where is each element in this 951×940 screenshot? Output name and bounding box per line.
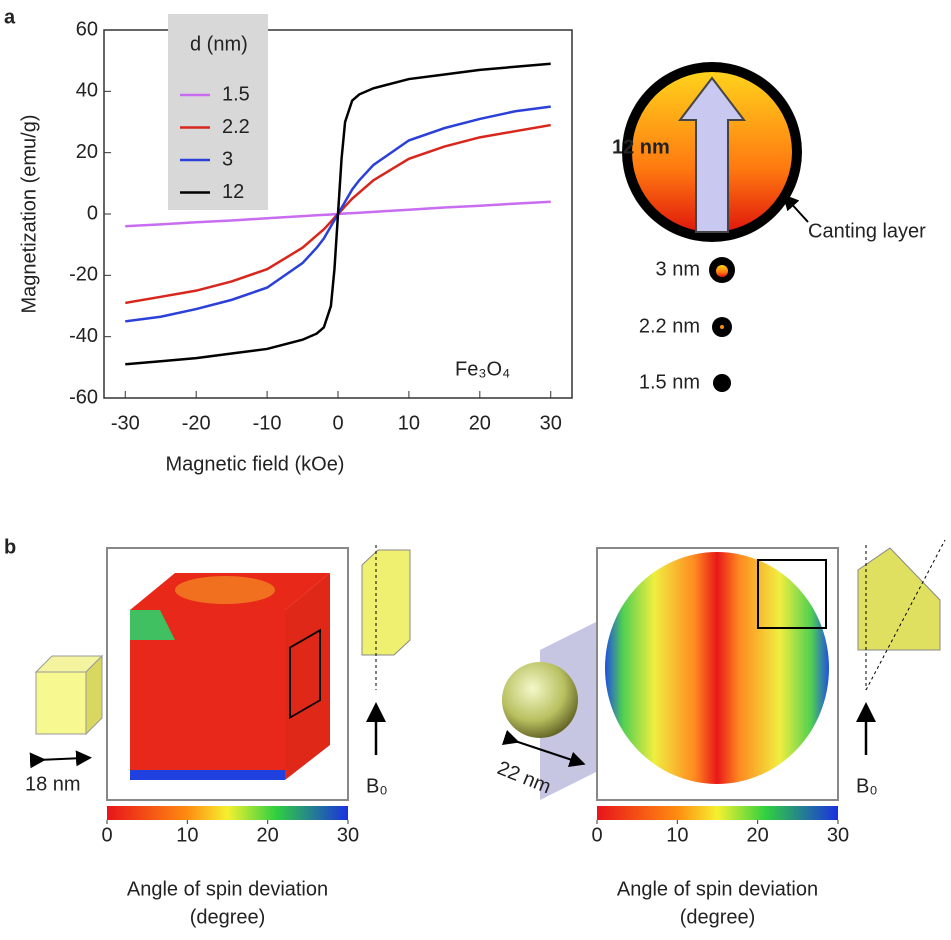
colorbar — [107, 806, 348, 820]
size-label: 3 nm — [656, 258, 700, 280]
legend-label: 3 — [222, 148, 233, 170]
y-tick-label: -20 — [69, 264, 98, 286]
x-tick-label: 0 — [332, 412, 343, 434]
x-tick-label: -20 — [182, 412, 211, 434]
figure: a b -30-20-100102030-60-40-200204060 d (… — [0, 0, 951, 935]
colorbar-label: Angle of spin deviation — [127, 878, 328, 900]
panel-label: b — [4, 536, 16, 558]
y-tick-label: -60 — [69, 386, 98, 408]
colorbar-tick-label: 0 — [101, 824, 112, 846]
legend-label: 2.2 — [222, 116, 250, 138]
field-label: B₀ — [366, 775, 388, 797]
sphere-simulation — [502, 540, 945, 800]
colorbar-tick-label: 20 — [257, 824, 279, 846]
size-label: 1.5 nm — [639, 371, 700, 393]
size-label: 2.2 nm — [639, 315, 700, 337]
x-tick-label: 30 — [540, 412, 562, 434]
panel-label: a — [4, 6, 16, 28]
x-axis-label: Magnetic field (kOe) — [166, 453, 345, 475]
colorbar-tick-label: 20 — [747, 824, 769, 846]
size-label: 18 nm — [25, 773, 81, 795]
annotation: Fe₃O₄ — [455, 358, 510, 380]
layer-label: Canting layer — [808, 220, 926, 242]
x-tick-label: -10 — [253, 412, 282, 434]
cube-simulation — [36, 545, 410, 800]
colorbar-tick-label: 10 — [176, 824, 198, 846]
legend-title: d (nm) — [190, 33, 248, 55]
y-tick-label: 40 — [76, 80, 98, 102]
colorbar — [597, 806, 838, 820]
y-tick-label: -40 — [69, 325, 98, 347]
size-label: 12 nm — [612, 136, 670, 158]
x-tick-label: 20 — [469, 412, 491, 434]
colorbar-tick-label: 30 — [827, 824, 849, 846]
y-axis-label: Magnetization (emu/g) — [18, 115, 40, 314]
colorbar-label: Angle of spin deviation — [617, 878, 818, 900]
particle-diagram — [622, 62, 808, 392]
field-label: B₀ — [856, 775, 878, 797]
y-tick-label: 0 — [87, 202, 98, 224]
colorbar-tick-label: 10 — [666, 824, 688, 846]
y-tick-label: 20 — [76, 141, 98, 163]
colorbar-tick-label: 0 — [591, 824, 602, 846]
y-tick-label: 60 — [76, 18, 98, 40]
legend-label: 1.5 — [222, 83, 250, 105]
x-tick-label: -30 — [111, 412, 140, 434]
legend-label: 12 — [222, 181, 244, 203]
x-tick-label: 10 — [398, 412, 420, 434]
colorbar-unit: (degree) — [680, 906, 756, 928]
colorbar-unit: (degree) — [190, 906, 266, 928]
colorbars: 0 10 20 30 Angle of spin deviation (degree) 0 1… — [101, 806, 849, 928]
colorbar-tick-label: 30 — [337, 824, 359, 846]
